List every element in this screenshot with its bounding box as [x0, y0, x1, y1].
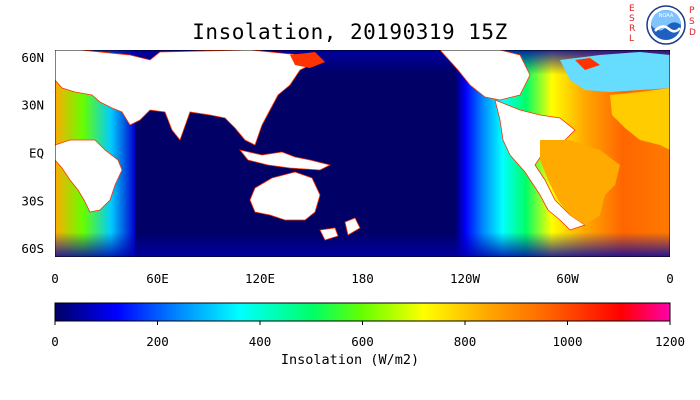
- colorbar-ticks: 0 200 400 600 800 1000 1200: [51, 321, 685, 349]
- y-axis: 60N 30N EQ 30S 60S: [21, 50, 44, 256]
- x-axis: 0 60E 120E 180 120W 60W 0: [51, 271, 674, 286]
- colorbar-tick-label: 0: [51, 334, 59, 349]
- esrl-letter: R: [629, 24, 636, 34]
- y-tick-label: 60N: [21, 50, 44, 65]
- day-land: [290, 52, 670, 231]
- africa: [55, 139, 123, 213]
- land-masses: [55, 50, 531, 241]
- siberia-patch: [290, 52, 325, 68]
- colorbar-tick-label: 200: [146, 334, 169, 349]
- x-tick-label: 60E: [146, 271, 169, 286]
- x-tick-label: 120W: [450, 271, 481, 286]
- psd-letter: S: [689, 17, 695, 27]
- psd-letter: P: [689, 6, 695, 16]
- colorbar-label: Insolation (W/m2): [280, 352, 420, 368]
- psd-letters: P S D: [689, 6, 699, 39]
- colorbar-tick-label: 1000: [552, 334, 582, 349]
- colorbar-tick-label: 600: [351, 334, 374, 349]
- y-tick-label: 30N: [21, 98, 44, 113]
- colorbar-gradient: [54, 302, 671, 322]
- x-tick-label: 60W: [556, 271, 579, 286]
- psd-letter: D: [689, 28, 696, 38]
- x-tick-label: 120E: [245, 271, 275, 286]
- south-america-interior: [540, 140, 620, 225]
- north-america: [439, 50, 531, 101]
- x-tick-label: 0: [666, 271, 674, 286]
- new-zealand: [319, 217, 361, 241]
- maritime-continent: [238, 149, 332, 171]
- map-panel: [55, 50, 670, 257]
- noaa-badge-text: NOAA: [659, 13, 674, 19]
- australia: [249, 171, 321, 221]
- y-tick-label: EQ: [29, 146, 44, 161]
- colorbar-tick-label: 400: [249, 334, 272, 349]
- greenland-patch: [575, 58, 600, 70]
- chart-title: Insolation, 20190319 15Z: [192, 20, 508, 44]
- x-tick-label: 180: [351, 271, 374, 286]
- x-tick-label: 0: [51, 271, 59, 286]
- y-tick-label: 60S: [21, 241, 44, 256]
- noaa-logo-icon: NOAA: [646, 5, 686, 45]
- colorbar: 0 200 400 600 800 1000 1200: [51, 302, 685, 349]
- west-africa-day: [610, 88, 670, 150]
- esrl-letters: E S R L: [629, 4, 639, 44]
- y-tick-label: 30S: [21, 193, 44, 208]
- colorbar-tick-label: 1200: [655, 334, 685, 349]
- colorbar-tick-label: 800: [454, 334, 477, 349]
- esrl-letter: S: [629, 14, 635, 24]
- esrl-letter: L: [629, 34, 635, 44]
- esrl-letter: E: [629, 4, 635, 14]
